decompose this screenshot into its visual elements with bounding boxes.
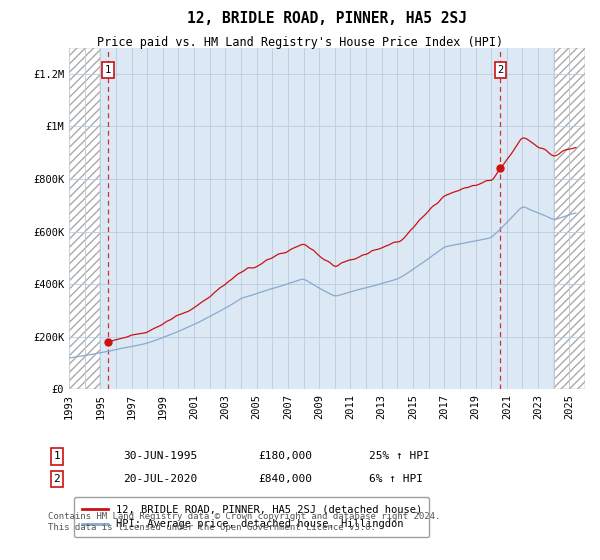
Text: Price paid vs. HM Land Registry's House Price Index (HPI): Price paid vs. HM Land Registry's House … [97, 36, 503, 49]
Title: 12, BRIDLE ROAD, PINNER, HA5 2SJ: 12, BRIDLE ROAD, PINNER, HA5 2SJ [187, 11, 467, 26]
Bar [554, 48, 585, 389]
Text: £180,000: £180,000 [258, 451, 312, 461]
Text: 1: 1 [105, 65, 111, 75]
Text: 6% ↑ HPI: 6% ↑ HPI [369, 474, 423, 484]
Text: 30-JUN-1995: 30-JUN-1995 [123, 451, 197, 461]
Text: £840,000: £840,000 [258, 474, 312, 484]
Text: 2: 2 [497, 65, 503, 75]
Text: 1: 1 [53, 451, 61, 461]
Text: Contains HM Land Registry data © Crown copyright and database right 2024.
This d: Contains HM Land Registry data © Crown c… [48, 512, 440, 532]
Bar [69, 48, 100, 389]
Legend: 12, BRIDLE ROAD, PINNER, HA5 2SJ (detached house), HPI: Average price, detached : 12, BRIDLE ROAD, PINNER, HA5 2SJ (detach… [74, 497, 430, 536]
Text: 2: 2 [53, 474, 61, 484]
Text: 25% ↑ HPI: 25% ↑ HPI [369, 451, 430, 461]
Text: 20-JUL-2020: 20-JUL-2020 [123, 474, 197, 484]
